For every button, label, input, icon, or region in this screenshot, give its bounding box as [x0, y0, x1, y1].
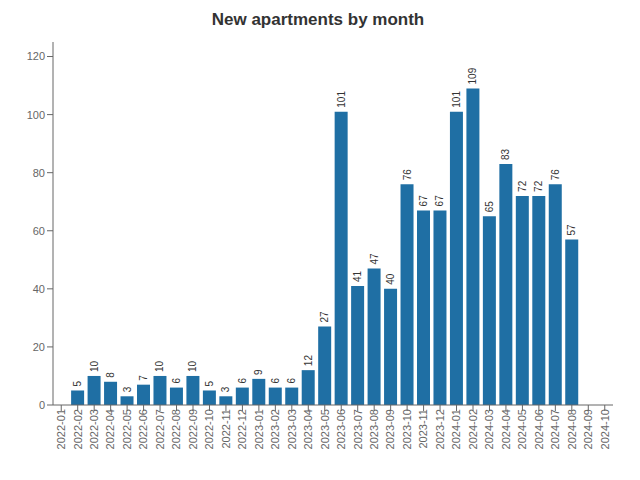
svg-text:0: 0 — [39, 399, 45, 411]
svg-text:10: 10 — [89, 360, 100, 372]
svg-text:2023-06: 2023-06 — [335, 409, 347, 449]
svg-text:2023-11: 2023-11 — [417, 409, 429, 449]
svg-text:2024-07: 2024-07 — [549, 409, 561, 449]
svg-text:2024-06: 2024-06 — [533, 409, 545, 449]
svg-text:3: 3 — [220, 386, 231, 392]
svg-text:2022-10: 2022-10 — [203, 409, 215, 449]
svg-text:27: 27 — [319, 311, 330, 323]
svg-text:2024-01: 2024-01 — [450, 409, 462, 449]
svg-text:2023-08: 2023-08 — [368, 409, 380, 449]
svg-text:6: 6 — [237, 378, 248, 384]
svg-text:41: 41 — [352, 270, 363, 282]
svg-text:2024-10: 2024-10 — [599, 409, 611, 449]
svg-text:100: 100 — [27, 109, 45, 121]
svg-text:80: 80 — [33, 167, 45, 179]
svg-text:2022-09: 2022-09 — [187, 409, 199, 449]
svg-text:65: 65 — [484, 201, 495, 213]
svg-text:67: 67 — [418, 195, 429, 207]
svg-text:60: 60 — [33, 225, 45, 237]
svg-text:2024-05: 2024-05 — [516, 409, 528, 449]
svg-text:76: 76 — [402, 169, 413, 181]
svg-text:10: 10 — [187, 360, 198, 372]
svg-text:2023-12: 2023-12 — [434, 409, 446, 449]
svg-text:120: 120 — [27, 50, 45, 62]
svg-text:2023-07: 2023-07 — [352, 409, 364, 449]
svg-text:2022-03: 2022-03 — [88, 409, 100, 449]
svg-text:6: 6 — [270, 378, 281, 384]
svg-text:47: 47 — [369, 253, 380, 265]
svg-text:2024-03: 2024-03 — [483, 409, 495, 449]
svg-text:2023-03: 2023-03 — [286, 409, 298, 449]
svg-text:7: 7 — [138, 375, 149, 381]
svg-text:72: 72 — [517, 180, 528, 192]
svg-text:20: 20 — [33, 341, 45, 353]
svg-text:5: 5 — [72, 380, 83, 386]
svg-text:2022-11: 2022-11 — [220, 409, 232, 449]
svg-text:2022-01: 2022-01 — [55, 409, 67, 449]
svg-text:2022-02: 2022-02 — [72, 409, 84, 449]
svg-text:101: 101 — [451, 91, 462, 108]
svg-text:2024-02: 2024-02 — [467, 409, 479, 449]
svg-text:2022-05: 2022-05 — [121, 409, 133, 449]
svg-text:109: 109 — [467, 67, 478, 84]
svg-text:76: 76 — [550, 169, 561, 181]
svg-text:2022-06: 2022-06 — [137, 409, 149, 449]
svg-text:2024-09: 2024-09 — [582, 409, 594, 449]
svg-text:83: 83 — [500, 148, 511, 160]
svg-text:67: 67 — [434, 195, 445, 207]
svg-text:2023-05: 2023-05 — [319, 409, 331, 449]
svg-text:2022-07: 2022-07 — [154, 409, 166, 449]
svg-text:6: 6 — [171, 378, 182, 384]
svg-text:10: 10 — [154, 360, 165, 372]
svg-text:2023-02: 2023-02 — [269, 409, 281, 449]
svg-text:2022-08: 2022-08 — [170, 409, 182, 449]
svg-text:6: 6 — [286, 378, 297, 384]
svg-text:9: 9 — [253, 369, 264, 375]
svg-text:8: 8 — [105, 372, 116, 378]
svg-text:101: 101 — [336, 91, 347, 108]
svg-text:2023-04: 2023-04 — [302, 409, 314, 449]
svg-text:2023-10: 2023-10 — [401, 409, 413, 449]
svg-text:2023-01: 2023-01 — [253, 409, 265, 449]
svg-text:5: 5 — [204, 380, 215, 386]
svg-text:40: 40 — [385, 273, 396, 285]
svg-text:72: 72 — [533, 180, 544, 192]
svg-text:2022-12: 2022-12 — [236, 409, 248, 449]
svg-text:2024-04: 2024-04 — [500, 409, 512, 449]
svg-text:2022-04: 2022-04 — [104, 409, 116, 449]
svg-text:2023-09: 2023-09 — [384, 409, 396, 449]
svg-text:2024-08: 2024-08 — [566, 409, 578, 449]
svg-text:57: 57 — [566, 224, 577, 236]
svg-text:3: 3 — [122, 386, 133, 392]
html-text:New apartments by month: New apartments by month — [211, 10, 425, 29]
svg-text:40: 40 — [33, 283, 45, 295]
svg-text:12: 12 — [303, 355, 314, 367]
